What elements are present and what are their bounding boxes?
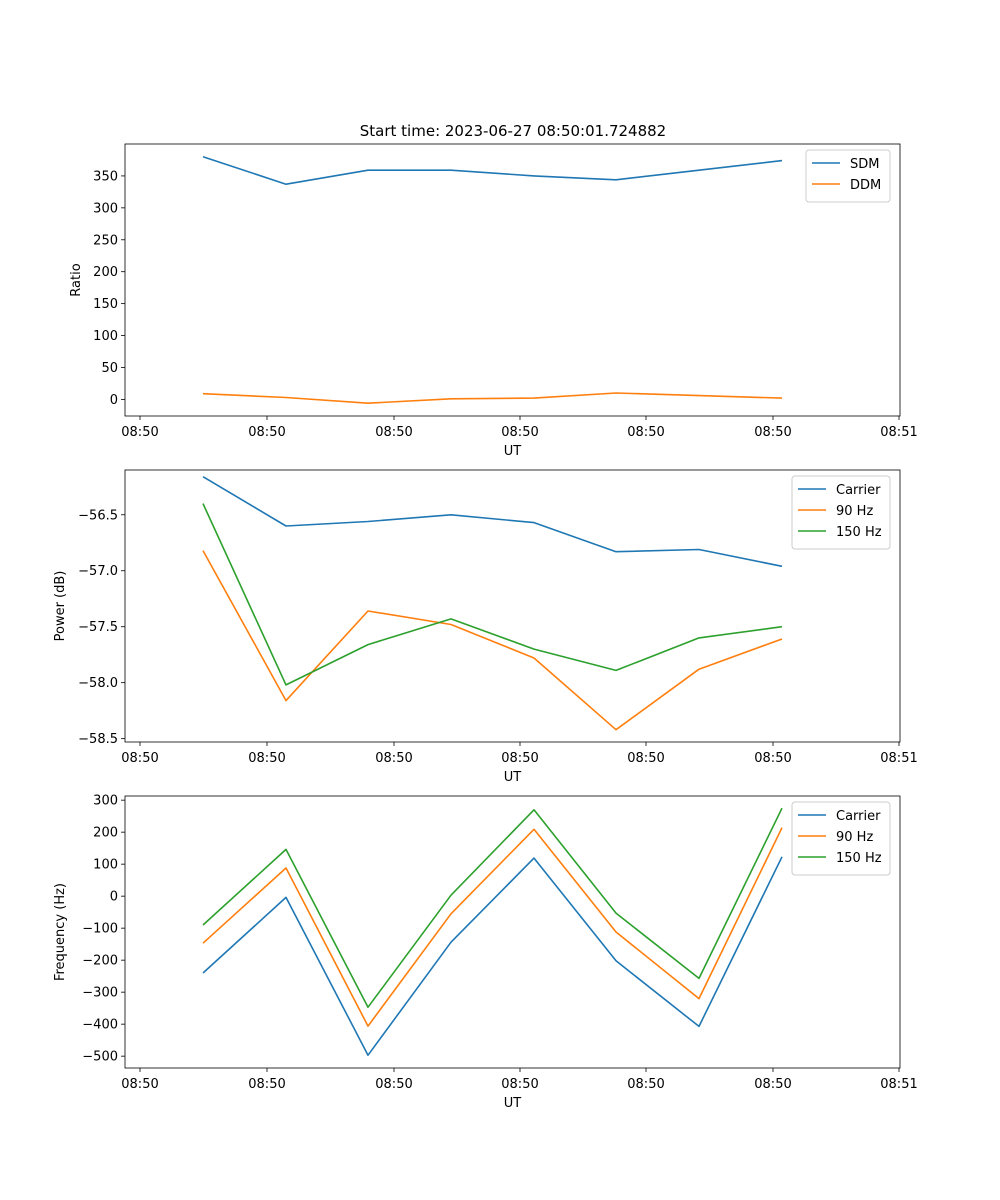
chart-1: 08:50 08:50 08:50 08:50 08:50 08:50 08:51 0 50 10… <box>69 143 918 459</box>
y-tick-label: 150 <box>93 297 118 312</box>
y-tick-label: −200 <box>82 954 118 969</box>
x-tick-label: 08:50 <box>754 425 791 440</box>
y-tick-label: −500 <box>82 1050 118 1065</box>
y-tick-label: −300 <box>82 986 118 1001</box>
y-tick-label: −57.0 <box>78 564 118 579</box>
x-tick-label: 08:50 <box>121 1077 158 1092</box>
y-axis-label: Power (dB) <box>53 571 68 642</box>
series-line-150-hz <box>202 503 783 686</box>
y-tick-label: 250 <box>93 233 118 248</box>
y-axis-label: Frequency (Hz) <box>53 883 68 981</box>
chart-2: 08:50 08:50 08:50 08:50 08:50 08:50 08:51 −58.5… <box>53 469 918 785</box>
x-axis-label: UT <box>504 1096 522 1111</box>
legend-label: 90 Hz <box>836 830 873 845</box>
x-tick-label: 08:50 <box>375 751 412 766</box>
series-line-90-hz <box>202 827 783 1027</box>
x-tick-label: 08:50 <box>375 1077 412 1092</box>
y-tick-label: 200 <box>93 265 118 280</box>
legend-label: SDM <box>850 157 879 172</box>
y-tick-label: 50 <box>101 361 118 376</box>
plot-frame <box>124 143 901 417</box>
x-tick-label: 08:50 <box>501 1077 538 1092</box>
legend-label: 150 Hz <box>836 851 882 866</box>
x-axis-label: UT <box>504 770 522 785</box>
x-tick-label: 08:50 <box>501 751 538 766</box>
x-tick-label: 08:50 <box>121 425 158 440</box>
y-tick-label: 200 <box>93 826 118 841</box>
x-tick-label: 08:50 <box>501 425 538 440</box>
x-tick-label: 08:50 <box>375 425 412 440</box>
y-tick-label: 0 <box>110 393 118 408</box>
x-tick-label: 08:50 <box>627 425 664 440</box>
series-line-ddm <box>202 392 783 405</box>
x-tick-label: 08:50 <box>627 1077 664 1092</box>
x-tick-label: 08:50 <box>248 425 285 440</box>
x-tick-label: 08:50 <box>248 751 285 766</box>
y-tick-label: −57.5 <box>78 620 118 635</box>
y-tick-label: −400 <box>82 1018 118 1033</box>
x-tick-label: 08:50 <box>754 751 791 766</box>
y-tick-label: −58.5 <box>78 732 118 747</box>
series-line-sdm <box>202 156 783 185</box>
legend-label: Carrier <box>836 483 881 498</box>
y-tick-label: 100 <box>93 858 118 873</box>
y-axis-label: Ratio <box>69 263 84 296</box>
y-tick-label: −56.5 <box>78 508 118 523</box>
chart-3: 08:50 08:50 08:50 08:50 08:50 08:50 08:51 −500 −… <box>53 794 918 1111</box>
plot-frame <box>124 469 901 743</box>
plots: 08:50 08:50 08:50 08:50 08:50 08:50 08:51 0 50 10… <box>53 143 918 1111</box>
figure-title: Start time: 2023-06-27 08:50:01.724882 <box>360 122 666 140</box>
series-line-carrier <box>202 476 783 568</box>
series-line-carrier <box>202 856 783 1056</box>
x-tick-label: 08:50 <box>248 1077 285 1092</box>
x-tick-label: 08:51 <box>880 425 917 440</box>
x-tick-label: 08:50 <box>754 1077 791 1092</box>
x-axis-label: UT <box>504 444 522 459</box>
y-tick-label: 350 <box>93 169 118 184</box>
y-tick-label: −58.0 <box>78 676 118 691</box>
x-tick-label: 08:51 <box>880 1077 917 1092</box>
y-tick-label: −100 <box>82 922 118 937</box>
series-line-150-hz <box>202 807 783 1009</box>
legend-label: 150 Hz <box>836 525 882 540</box>
x-tick-label: 08:51 <box>880 751 917 766</box>
y-tick-label: 300 <box>93 201 118 216</box>
y-tick-label: 0 <box>110 890 118 905</box>
y-tick-label: 100 <box>93 329 118 344</box>
plot-frame <box>124 795 901 1069</box>
legend-label: 90 Hz <box>836 504 873 519</box>
y-tick-label: 300 <box>93 794 118 809</box>
legend-label: Carrier <box>836 809 881 824</box>
x-tick-label: 08:50 <box>121 751 158 766</box>
series-line-90-hz <box>202 550 783 731</box>
legend-label: DDM <box>850 178 881 193</box>
x-tick-label: 08:50 <box>627 751 664 766</box>
